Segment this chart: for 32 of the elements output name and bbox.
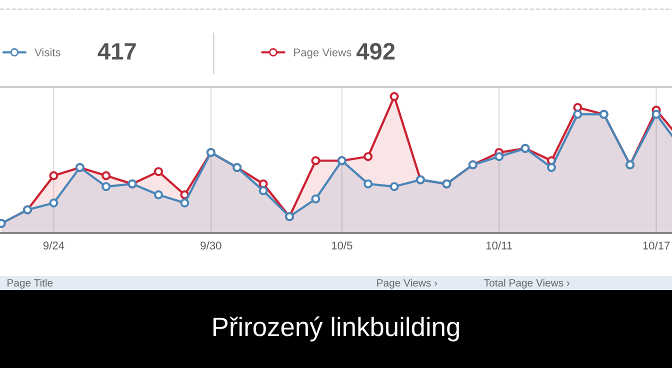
- point: [49, 171, 58, 180]
- point: [258, 186, 268, 196]
- legend-label: Visits: [34, 48, 60, 56]
- point: [390, 92, 399, 102]
- point: [311, 194, 320, 204]
- legend-label: Page Views: [294, 48, 352, 59]
- point: [494, 152, 504, 162]
- x-tick-label: 10/17: [643, 241, 670, 250]
- x-tick-label: 9/24: [43, 241, 64, 250]
- text: 417: [98, 43, 136, 60]
- point: [311, 156, 320, 166]
- x-tick-label: 10/11: [486, 241, 512, 250]
- point: [652, 110, 661, 119]
- x-tick-label: 10/5: [332, 241, 352, 250]
- x-tick-label: 9/30: [200, 241, 222, 250]
- point: [364, 152, 373, 162]
- point: [364, 179, 373, 188]
- point: [573, 110, 582, 119]
- point: [154, 190, 164, 200]
- text: Page Title: [8, 278, 53, 289]
- text: Total Page Views ›: [484, 278, 570, 289]
- point: [180, 198, 190, 208]
- point: [154, 167, 164, 176]
- point: [102, 171, 111, 180]
- point: [546, 162, 556, 172]
- point: [573, 102, 582, 112]
- text: Page Views ›: [377, 278, 438, 289]
- point: [102, 182, 111, 192]
- text: 492: [356, 42, 395, 60]
- point: [390, 182, 399, 192]
- point: [49, 198, 58, 208]
- text: Přirozený linkbuilding: [213, 316, 459, 342]
